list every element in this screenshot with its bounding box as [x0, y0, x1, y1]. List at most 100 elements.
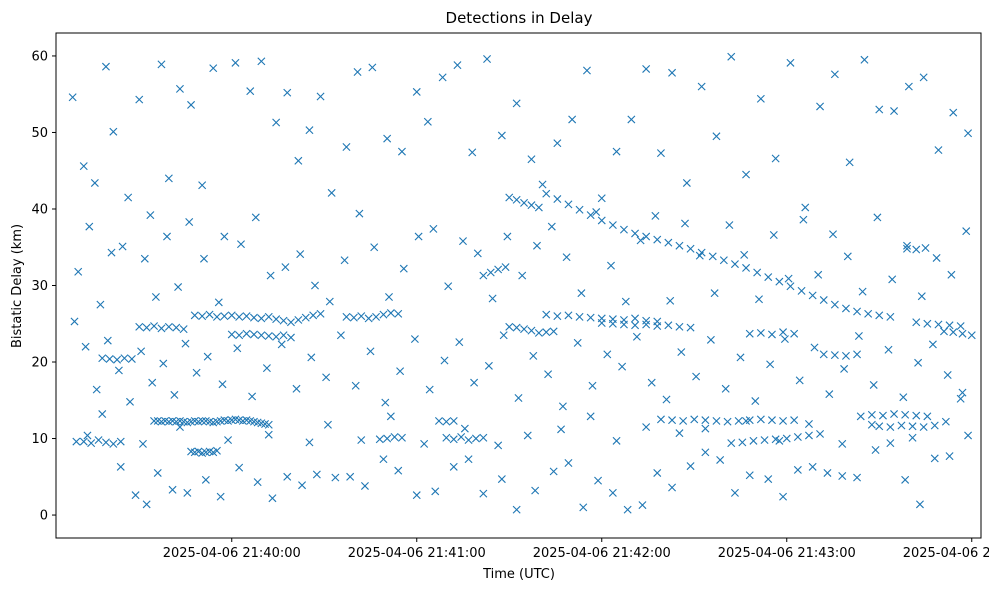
data-point — [351, 381, 360, 390]
data-point — [755, 295, 763, 304]
data-point — [264, 312, 273, 321]
data-point — [890, 410, 899, 419]
data-point — [286, 333, 295, 342]
data-point — [175, 84, 184, 93]
data-point — [653, 468, 662, 477]
data-point — [397, 147, 406, 156]
data-point — [790, 416, 799, 425]
data-point — [105, 354, 114, 363]
data-point — [912, 245, 921, 254]
data-point — [934, 320, 943, 329]
data-point — [307, 353, 316, 362]
x-axis-title: Time (UTC) — [482, 567, 555, 582]
y-tick-label: 40 — [31, 202, 48, 217]
data-point — [756, 415, 765, 424]
x-tick-label: 2025-04-06 21:44:00 — [903, 546, 989, 561]
data-point — [140, 254, 149, 263]
data-point — [399, 264, 408, 273]
data-point — [444, 282, 453, 291]
data-point — [292, 384, 301, 393]
data-point — [72, 437, 81, 446]
data-point — [721, 384, 730, 393]
data-point — [549, 327, 558, 336]
data-point — [185, 218, 194, 226]
data-point — [841, 351, 850, 360]
data-point — [486, 268, 495, 277]
data-point — [113, 355, 122, 364]
y-tick-label: 60 — [31, 49, 48, 64]
data-point — [542, 310, 551, 319]
data-point — [597, 194, 606, 203]
data-point — [701, 424, 710, 433]
data-point — [242, 312, 251, 321]
data-point — [810, 343, 819, 352]
data-point — [607, 261, 615, 270]
data-point — [457, 433, 466, 441]
data-point — [397, 433, 406, 442]
data-point — [875, 105, 884, 114]
data-point — [233, 344, 242, 353]
data-point — [479, 271, 488, 280]
data-point — [305, 126, 314, 135]
data-point — [573, 338, 582, 347]
data-point — [414, 232, 423, 241]
data-point — [183, 488, 192, 497]
data-point — [484, 361, 493, 370]
data-point — [727, 52, 736, 61]
data-point — [442, 417, 451, 426]
data-point — [710, 289, 719, 298]
data-point — [175, 423, 184, 432]
data-point — [588, 381, 597, 390]
data-point — [251, 213, 260, 222]
y-tick-label: 0 — [40, 509, 48, 524]
x-axis: 2025-04-06 21:40:00 2025-04-06 21:41:00 20… — [163, 538, 989, 561]
data-point — [642, 320, 651, 329]
data-point — [323, 420, 332, 429]
data-point — [779, 328, 788, 337]
data-point — [79, 162, 88, 171]
data-point — [841, 304, 850, 313]
data-point — [375, 435, 384, 444]
data-point — [164, 174, 173, 183]
data-point — [379, 455, 388, 464]
data-point — [804, 431, 813, 440]
data-point — [101, 62, 110, 71]
data-point — [919, 423, 928, 432]
data-point — [769, 231, 778, 239]
data-point — [917, 292, 926, 301]
data-point — [294, 156, 303, 165]
data-point — [668, 483, 677, 492]
data-point — [890, 107, 899, 116]
data-point — [727, 439, 736, 448]
data-point — [488, 294, 497, 303]
data-point — [875, 422, 884, 431]
data-point — [923, 412, 932, 421]
data-point — [249, 313, 258, 322]
data-point — [331, 473, 340, 482]
data-point — [198, 312, 207, 321]
data-point — [958, 388, 967, 397]
data-point — [619, 320, 628, 329]
data-point — [856, 412, 865, 421]
data-point — [562, 253, 571, 262]
data-point — [257, 331, 266, 340]
data-point — [192, 368, 201, 377]
data-point — [266, 271, 275, 280]
data-point — [497, 475, 506, 484]
data-point — [327, 188, 336, 197]
data-point — [808, 291, 817, 300]
data-point — [464, 455, 473, 464]
data-point — [514, 393, 523, 402]
data-point — [349, 313, 358, 322]
data-point — [342, 312, 351, 321]
data-point — [386, 412, 395, 421]
data-point — [586, 412, 595, 421]
data-point — [126, 397, 134, 406]
data-point — [738, 438, 747, 447]
y-tick-label: 20 — [31, 356, 48, 371]
data-point — [682, 178, 691, 187]
data-point — [701, 448, 710, 457]
data-point — [220, 232, 229, 241]
data-point — [87, 439, 96, 448]
data-point — [642, 316, 651, 325]
